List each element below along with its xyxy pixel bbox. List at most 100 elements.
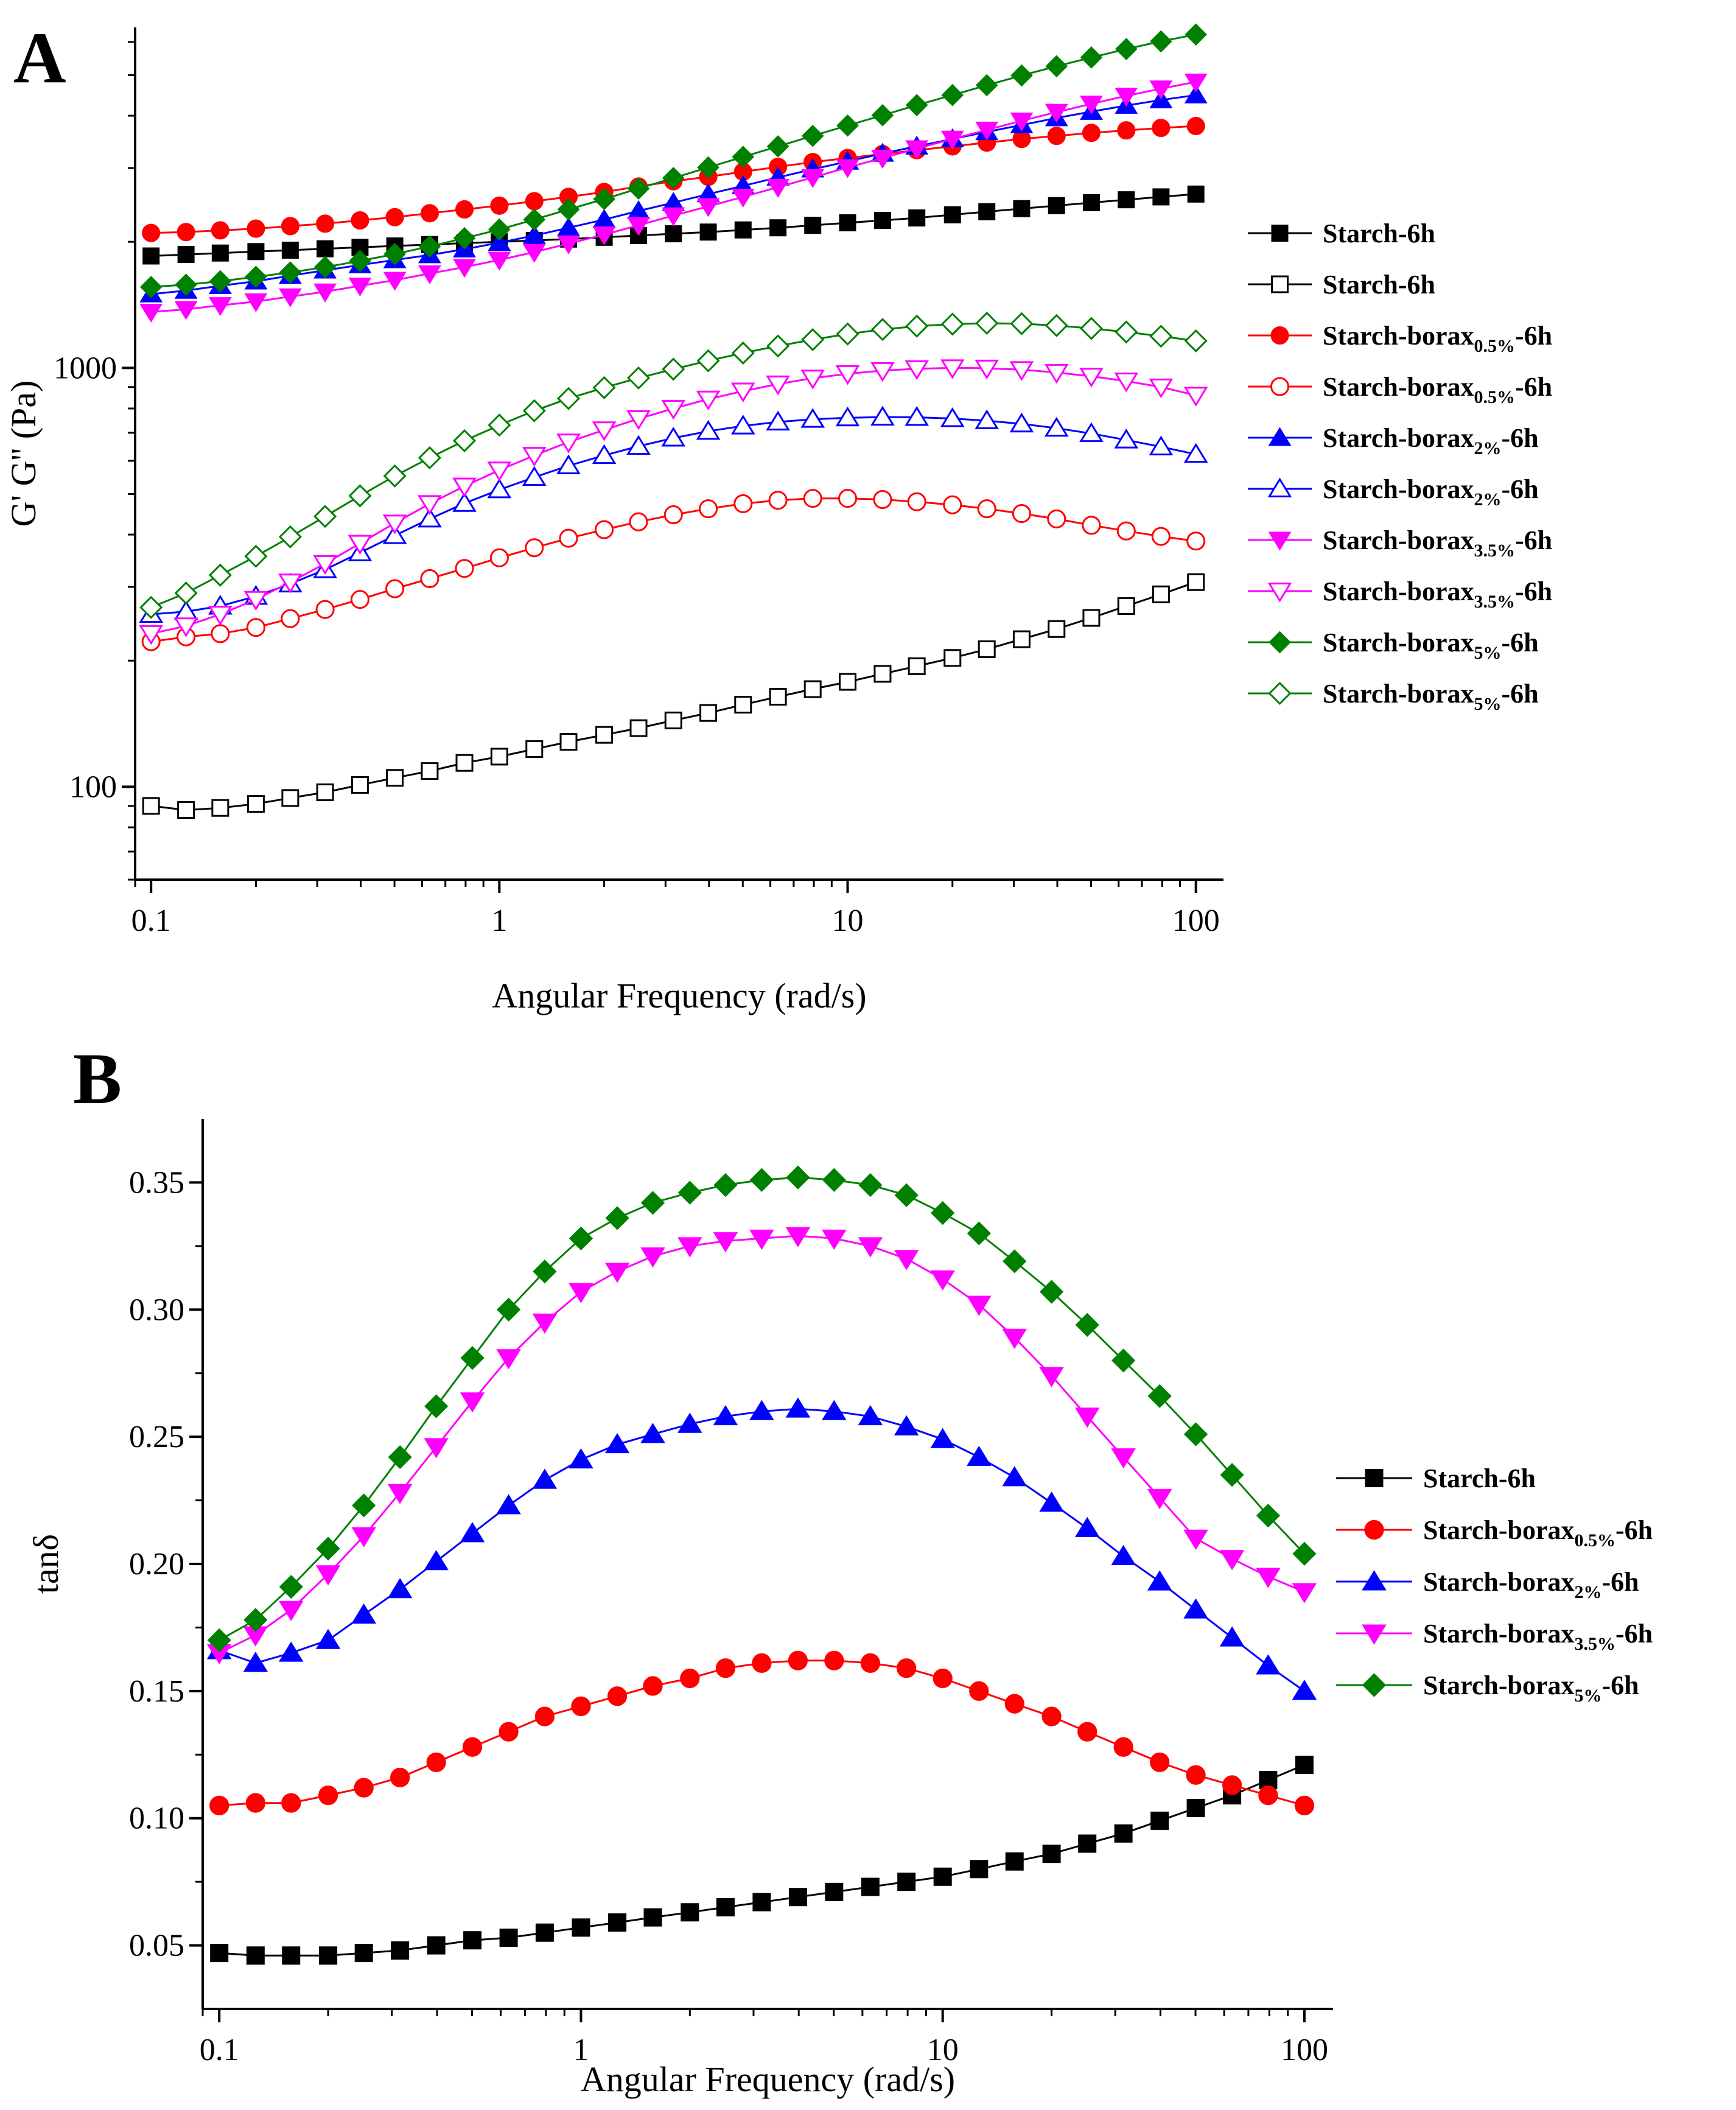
panel-b-series-starch-borax5-6h-filled-point bbox=[1256, 1504, 1281, 1528]
panel-a-series-starch-borax5-6h-filled-point bbox=[1010, 64, 1033, 87]
panel-b-series-starch-borax0-5-6h-filled-point bbox=[534, 1706, 555, 1726]
panel-a-series-starch-borax3-5-6h-open-point bbox=[382, 514, 407, 535]
panel-a-series-starch-6h-open bbox=[142, 573, 1205, 819]
panel-a-legend-label: Starch-borax5%-6h bbox=[1323, 679, 1539, 714]
panel-a-series-starch-borax5-6h-open-point bbox=[383, 464, 407, 488]
panel-a-series-starch-borax2-6h-open-point bbox=[418, 507, 442, 528]
panel-b-legend-item: Starch-borax3.5%-6h bbox=[1336, 1619, 1653, 1654]
panel-a-series-starch-borax2-6h-open-point bbox=[1009, 412, 1034, 433]
panel-a-y-tick-label: 1000 bbox=[54, 351, 117, 385]
panel-a-legend-label: Starch-borax0.5%-6h bbox=[1323, 321, 1552, 356]
panel-a-series-starch-6h-open-point bbox=[1048, 620, 1066, 638]
panel-b-y-tick-label: 0.25 bbox=[129, 1420, 184, 1454]
panel-a-series-starch-6h-filled-point bbox=[142, 247, 160, 265]
panel-a-series-starch-borax5-6h-filled-point bbox=[1150, 30, 1172, 53]
panel-b-series-starch-borax5-6h-filled-point bbox=[496, 1297, 521, 1322]
panel-a-series-starch-borax0-5-6h-open-point bbox=[455, 559, 474, 578]
panel-a-legend-item: Starch-6h bbox=[1248, 270, 1435, 300]
panel-b-series-starch-borax2-6h-filled-point bbox=[822, 1400, 847, 1420]
panel-b-series-starch-6h-filled-point bbox=[933, 1867, 952, 1886]
panel-b-series-starch-borax2-6h-filled-point bbox=[713, 1405, 738, 1426]
panel-a-series-starch-borax0-5-6h-filled-point bbox=[490, 196, 509, 215]
panel-a-legend-item: Starch-borax5%-6h bbox=[1248, 679, 1539, 714]
panel-b-series-starch-borax0-5-6h-filled-point bbox=[1113, 1737, 1133, 1757]
panel-b-series-starch-6h-filled bbox=[210, 1755, 1314, 1965]
panel-a-series-starch-borax3-5-6h-filled-point bbox=[731, 188, 755, 208]
panel-a-series-starch-borax0-5-6h-open-point bbox=[1082, 516, 1101, 535]
panel-b-series-starch-borax2-6h-filled-point bbox=[604, 1432, 630, 1454]
panel-a-series-starch-borax0-5-6h-open-point bbox=[315, 600, 335, 619]
panel-a-series-starch-6h-open-point bbox=[1152, 585, 1170, 603]
panel-a-series-starch-6h-open-point bbox=[247, 795, 265, 813]
panel-a-series-starch-borax5-6h-filled-point bbox=[523, 208, 546, 231]
panel-a-legend-label: Starch-borax0.5%-6h bbox=[1323, 372, 1552, 407]
panel-b-series-starch-borax2-6h-filled bbox=[206, 1397, 1317, 1700]
panel-a-series-starch-borax5-6h-filled-point bbox=[801, 124, 824, 147]
panel-b-series-starch-borax5-6h-filled-point bbox=[677, 1180, 702, 1205]
panel-b-legend-marker bbox=[1362, 1673, 1387, 1697]
panel-b-series-starch-borax3-5-6h-filled-point bbox=[1002, 1328, 1027, 1349]
panel-b-series-starch-borax0-5-6h-filled-point bbox=[1077, 1722, 1097, 1742]
panel-a-series-starch-6h-filled-point bbox=[943, 206, 961, 223]
panel-a-series-starch-6h-filled-point bbox=[1082, 194, 1100, 211]
panel-a-series-starch-borax3-5-6h-filled-point bbox=[905, 140, 929, 159]
panel-a-series-starch-6h-filled-point bbox=[1118, 191, 1135, 209]
panel-b-x-tick-label: 100 bbox=[1281, 2033, 1328, 2067]
panel-b-series-starch-borax0-5-6h-filled-point bbox=[499, 1722, 519, 1742]
panel-b-series-starch-borax5-6h-filled-point bbox=[858, 1172, 883, 1197]
panel-a-series-starch-6h-open-point bbox=[281, 789, 299, 807]
panel-a-series-starch-borax3-5-6h-open-point bbox=[592, 421, 617, 441]
panel-a-series-starch-borax2-6h-filled-point bbox=[1184, 84, 1208, 103]
panel-a-series-starch-borax3-5-6h-open-point bbox=[766, 375, 790, 396]
panel-a-y-tick-label: 100 bbox=[69, 769, 117, 804]
panel-a-series-starch-borax2-6h-open-point bbox=[1149, 435, 1174, 455]
panel-a-series-starch-borax3-5-6h-open-point bbox=[313, 555, 337, 575]
panel-a-series-starch-borax3-5-6h-open-point bbox=[696, 390, 721, 411]
panel-a-series-starch-borax5-6h-open-point bbox=[870, 318, 894, 342]
panel-a-series-starch-borax3-5-6h-filled-point bbox=[139, 303, 163, 323]
panel-b-x-tick-label: 1 bbox=[573, 2033, 589, 2067]
panel-a-letter: A bbox=[13, 17, 66, 98]
panel-b-series-starch-borax0-5-6h-filled-point bbox=[1041, 1706, 1062, 1726]
panel-a-series-starch-borax3-5-6h-open-point bbox=[1044, 363, 1069, 384]
panel-a-series-starch-borax5-6h-open-point bbox=[174, 581, 198, 605]
panel-a-series-starch-borax0-5-6h-open-point bbox=[211, 624, 230, 643]
panel-a-series-starch-borax3-5-6h-open-point bbox=[556, 433, 581, 454]
panel-b-series-starch-borax5-6h-filled-point bbox=[640, 1191, 665, 1215]
panel-a-series-starch-borax0-5-6h-filled-point bbox=[142, 223, 161, 242]
panel-a-legend-marker bbox=[1269, 631, 1291, 654]
panel-a-series-starch-borax0-5-6h-open-point bbox=[1186, 531, 1206, 551]
panel-a-legend-label: Starch-6h bbox=[1323, 270, 1435, 300]
panel-a-series-starch-borax2-6h-open-point bbox=[487, 478, 512, 499]
panel-b-series-starch-borax2-6h-filled-point bbox=[1183, 1598, 1208, 1619]
panel-a-series-starch-6h-filled-point bbox=[1152, 188, 1170, 206]
panel-a-series-starch-borax3-5-6h-open-point bbox=[661, 400, 686, 420]
panel-b-series-starch-borax2-6h-filled-point bbox=[677, 1412, 702, 1433]
panel-a-series-starch-borax5-6h-open-point bbox=[696, 349, 720, 373]
panel-a-series-starch-borax2-6h-open-point bbox=[1044, 416, 1069, 437]
panel-b-series-starch-borax5-6h-filled-point bbox=[749, 1168, 774, 1192]
panel-a-series-starch-borax5-6h-filled-point bbox=[139, 276, 163, 298]
panel-b-y-tick-label: 0.05 bbox=[129, 1929, 184, 1963]
panel-b-series-starch-borax5-6h-filled-point bbox=[388, 1445, 412, 1470]
panel-a-series-starch-borax5-6h-open-point bbox=[836, 322, 859, 346]
panel-a-series-starch-borax0-5-6h-filled-point bbox=[455, 200, 474, 219]
panel-a-series-starch-borax5-6h-filled-point bbox=[383, 242, 406, 265]
panel-a-series-starch-borax5-6h-filled-point bbox=[1115, 38, 1138, 60]
panel-a-series-starch-borax3-5-6h-filled-point bbox=[1080, 96, 1103, 115]
panel-a-series-starch-borax3-5-6h-open-point bbox=[800, 370, 825, 390]
panel-a-series-starch-borax5-6h-filled-point bbox=[627, 177, 650, 200]
panel-b-series-starch-borax0-5-6h-filled-point bbox=[1004, 1694, 1024, 1714]
panel-a-legend-label: Starch-borax3.5%-6h bbox=[1323, 525, 1552, 561]
panel-b-y-tick-label: 0.35 bbox=[129, 1165, 184, 1200]
panel-b-series-starch-borax0-5-6h-filled-point bbox=[933, 1668, 953, 1689]
panel-a-series-starch-6h-open-point bbox=[908, 657, 926, 675]
panel-a-series-starch-borax0-5-6h-open-point bbox=[943, 495, 962, 514]
panel-a-series-starch-borax2-6h-open-point bbox=[452, 492, 477, 512]
panel-a-series-starch-borax0-5-6h-filled-point bbox=[1152, 119, 1171, 138]
panel-b-series-starch-borax5-6h-filled-point bbox=[931, 1200, 955, 1225]
panel-a-series-starch-borax0-5-6h-open bbox=[141, 489, 1206, 651]
panel-b-series-starch-6h-filled-point bbox=[282, 1946, 301, 1965]
panel-b-series-starch-borax0-5-6h-filled-point bbox=[245, 1793, 265, 1813]
panel-a-series-starch-borax0-5-6h-filled-point bbox=[351, 211, 369, 230]
